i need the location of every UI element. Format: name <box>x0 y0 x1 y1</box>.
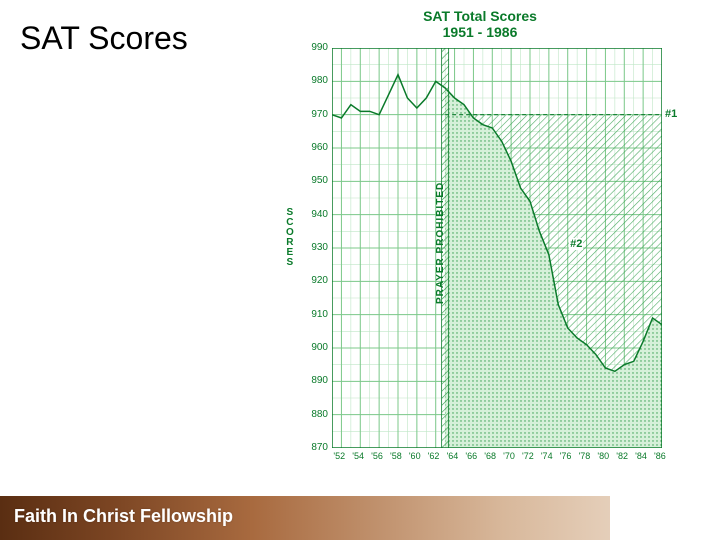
y-tick-label: 930 <box>304 242 328 253</box>
x-tick-label: '60 <box>409 451 421 461</box>
footer-white-cap <box>610 496 720 540</box>
y-tick-label: 970 <box>304 109 328 120</box>
x-tick-label: '66 <box>465 451 477 461</box>
x-tick-label: '64 <box>447 451 459 461</box>
y-axis-label: SCORES <box>286 208 294 268</box>
footer-text: Faith In Christ Fellowship <box>14 506 233 527</box>
prayer-prohibited-label: PRAYER PROHIBITED <box>435 182 446 304</box>
x-tick-label: '74 <box>541 451 553 461</box>
y-tick-label: 960 <box>304 142 328 153</box>
y-tick-label: 980 <box>304 75 328 86</box>
x-tick-label: '76 <box>560 451 572 461</box>
x-tick-label: '56 <box>371 451 383 461</box>
y-tick-label: 870 <box>304 442 328 453</box>
sat-chart: SAT Total Scores 1951 - 1986 990 980 970 96… <box>280 8 680 478</box>
y-tick-label: 890 <box>304 375 328 386</box>
y-tick-label: 990 <box>304 42 328 53</box>
chart-svg <box>332 48 662 448</box>
x-tick-label: '70 <box>503 451 515 461</box>
slide-title: SAT Scores <box>20 20 188 57</box>
x-tick-label: '54 <box>352 451 364 461</box>
x-tick-label: '86 <box>654 451 666 461</box>
y-tick-label: 950 <box>304 175 328 186</box>
y-tick-label: 920 <box>304 275 328 286</box>
region-2-label: #2 <box>569 238 583 250</box>
chart-title-line1: SAT Total Scores <box>423 8 537 24</box>
x-tick-label: '78 <box>579 451 591 461</box>
x-tick-label: '58 <box>390 451 402 461</box>
x-tick-label: '80 <box>597 451 609 461</box>
x-tick-label: '72 <box>522 451 534 461</box>
y-tick-label: 940 <box>304 209 328 220</box>
x-tick-label: '82 <box>616 451 628 461</box>
chart-title-line2: 1951 - 1986 <box>443 24 518 40</box>
x-tick-label: '84 <box>635 451 647 461</box>
y-tick-label: 900 <box>304 342 328 353</box>
region-1-label: #1 <box>664 108 678 120</box>
chart-plot-area <box>332 48 662 448</box>
footer-bar: Faith In Christ Fellowship <box>0 496 720 540</box>
y-tick-label: 880 <box>304 409 328 420</box>
y-tick-label: 910 <box>304 309 328 320</box>
x-tick-label: '62 <box>428 451 440 461</box>
x-tick-label: '68 <box>484 451 496 461</box>
chart-title: SAT Total Scores 1951 - 1986 <box>280 8 680 40</box>
x-tick-label: '52 <box>333 451 345 461</box>
